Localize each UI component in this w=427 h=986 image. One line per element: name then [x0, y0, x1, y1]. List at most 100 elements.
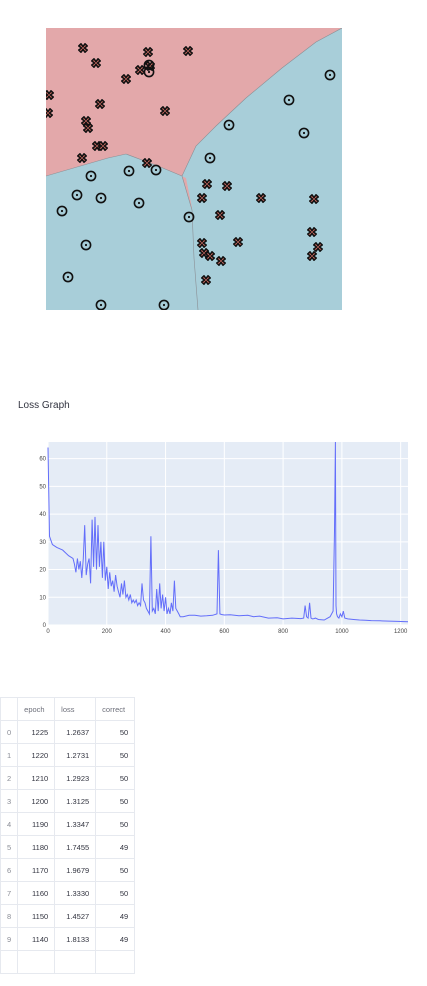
cell-epoch[interactable]: 1225 [17, 720, 56, 744]
o-marker-dot [127, 169, 131, 173]
cell-correct[interactable]: 50 [95, 743, 136, 767]
x-marker-icon [197, 193, 207, 203]
cell-loss[interactable]: 1.3347 [54, 812, 97, 836]
row-index[interactable] [0, 950, 19, 974]
class-o-region [46, 28, 342, 310]
table-row: 6 1170 1.9679 50 [0, 858, 136, 882]
o-marker-icon [183, 211, 195, 223]
boundary-contour [46, 28, 342, 177]
o-marker-icon [298, 127, 310, 139]
loss-series-line [47, 441, 409, 623]
x-tick-label: 1000 [335, 629, 349, 635]
cell-epoch[interactable]: 1150 [17, 904, 56, 928]
table-row: 0 1225 1.2637 50 [0, 720, 136, 744]
o-marker-dot [162, 303, 166, 307]
loss-graph-title: Loss Graph [18, 400, 70, 411]
row-index[interactable]: 4 [0, 812, 19, 836]
o-marker-icon [133, 197, 145, 209]
x-marker-icon [307, 251, 317, 261]
cell-epoch[interactable]: 1180 [17, 835, 56, 859]
o-marker-dot [287, 98, 291, 102]
results-table: epoch loss correct 0 1225 1.2637 50 1 1220 1.2… [0, 697, 136, 974]
x-marker-icon [95, 99, 105, 109]
cell-loss[interactable]: 1.2731 [54, 743, 97, 767]
y-tick-label: 60 [39, 457, 46, 463]
x-tick-label: 0 [46, 629, 50, 635]
cell-epoch[interactable] [17, 950, 56, 974]
cell-correct[interactable] [95, 950, 136, 974]
x-marker-icon [233, 237, 243, 247]
x-marker-icon [205, 251, 215, 261]
cell-loss[interactable]: 1.4527 [54, 904, 97, 928]
cell-epoch[interactable]: 1140 [17, 927, 56, 951]
x-marker-icon [309, 194, 319, 204]
cell-epoch[interactable]: 1190 [17, 812, 56, 836]
cell-epoch[interactable]: 1200 [17, 789, 56, 813]
o-marker-icon [143, 66, 155, 78]
x-tick-label: 200 [102, 629, 113, 635]
o-marker-icon [85, 170, 97, 182]
cell-correct[interactable]: 50 [95, 858, 136, 882]
cell-loss[interactable]: 1.9679 [54, 858, 97, 882]
cell-epoch[interactable]: 1210 [17, 766, 56, 790]
cell-loss[interactable] [54, 950, 97, 974]
loss-line-chart: 0 200 400 600 800 1000 1200 0 10 20 30 40 50 60 [39, 441, 409, 635]
o-marker-icon [95, 299, 107, 310]
cell-correct[interactable]: 49 [95, 835, 136, 859]
o-marker-icon [158, 299, 170, 310]
y-tick-label: 50 [39, 484, 46, 490]
x-marker-icon [313, 242, 323, 252]
row-index[interactable]: 6 [0, 858, 19, 882]
o-marker-dot [328, 73, 332, 77]
cell-loss[interactable]: 1.2637 [54, 720, 97, 744]
o-marker-dot [137, 201, 141, 205]
row-index[interactable]: 9 [0, 927, 19, 951]
o-marker-icon [56, 205, 68, 217]
x-marker-icon [307, 227, 317, 237]
column-header-correct[interactable]: correct [95, 697, 136, 721]
row-index[interactable]: 2 [0, 766, 19, 790]
cell-correct[interactable]: 50 [95, 881, 136, 905]
cell-correct[interactable]: 50 [95, 720, 136, 744]
x-marker-icon [143, 47, 153, 57]
row-index[interactable]: 7 [0, 881, 19, 905]
cell-epoch[interactable]: 1220 [17, 743, 56, 767]
cell-epoch[interactable]: 1160 [17, 881, 56, 905]
table-row: 5 1180 1.7455 49 [0, 835, 136, 859]
x-tick-label: 1200 [394, 629, 408, 635]
cell-loss[interactable]: 1.3330 [54, 881, 97, 905]
o-marker-icon [80, 239, 92, 251]
o-marker-icon [71, 189, 83, 201]
cell-correct[interactable]: 50 [95, 766, 136, 790]
row-index[interactable]: 0 [0, 720, 19, 744]
decision-boundary-plot [46, 28, 342, 310]
o-marker-dot [147, 70, 151, 74]
cell-correct[interactable]: 49 [95, 927, 136, 951]
cell-loss[interactable]: 1.3125 [54, 789, 97, 813]
o-marker-dot [84, 243, 88, 247]
row-index[interactable]: 5 [0, 835, 19, 859]
y-tick-label: 20 [39, 568, 46, 574]
cell-loss[interactable]: 1.2923 [54, 766, 97, 790]
x-marker-icon [197, 238, 207, 248]
grid-lines [47, 442, 408, 626]
column-header-loss[interactable]: loss [54, 697, 97, 721]
y-tick-label: 30 [39, 540, 46, 546]
cell-correct[interactable]: 49 [95, 904, 136, 928]
row-index[interactable]: 8 [0, 904, 19, 928]
x-tick-label: 600 [219, 629, 230, 635]
cell-correct[interactable]: 50 [95, 812, 136, 836]
table-row: 9 1140 1.8133 49 [0, 927, 136, 951]
y-tick-label: 0 [43, 623, 47, 629]
o-marker-icon [62, 271, 74, 283]
cell-loss[interactable]: 1.7455 [54, 835, 97, 859]
column-header-epoch[interactable]: epoch [17, 697, 56, 721]
row-index[interactable]: 1 [0, 743, 19, 767]
x-marker-icon [98, 141, 108, 151]
row-index[interactable]: 3 [0, 789, 19, 813]
o-marker-dot [147, 63, 151, 67]
cell-epoch[interactable]: 1170 [17, 858, 56, 882]
cell-loss[interactable]: 1.8133 [54, 927, 97, 951]
o-marker-dot [227, 123, 231, 127]
cell-correct[interactable]: 50 [95, 789, 136, 813]
